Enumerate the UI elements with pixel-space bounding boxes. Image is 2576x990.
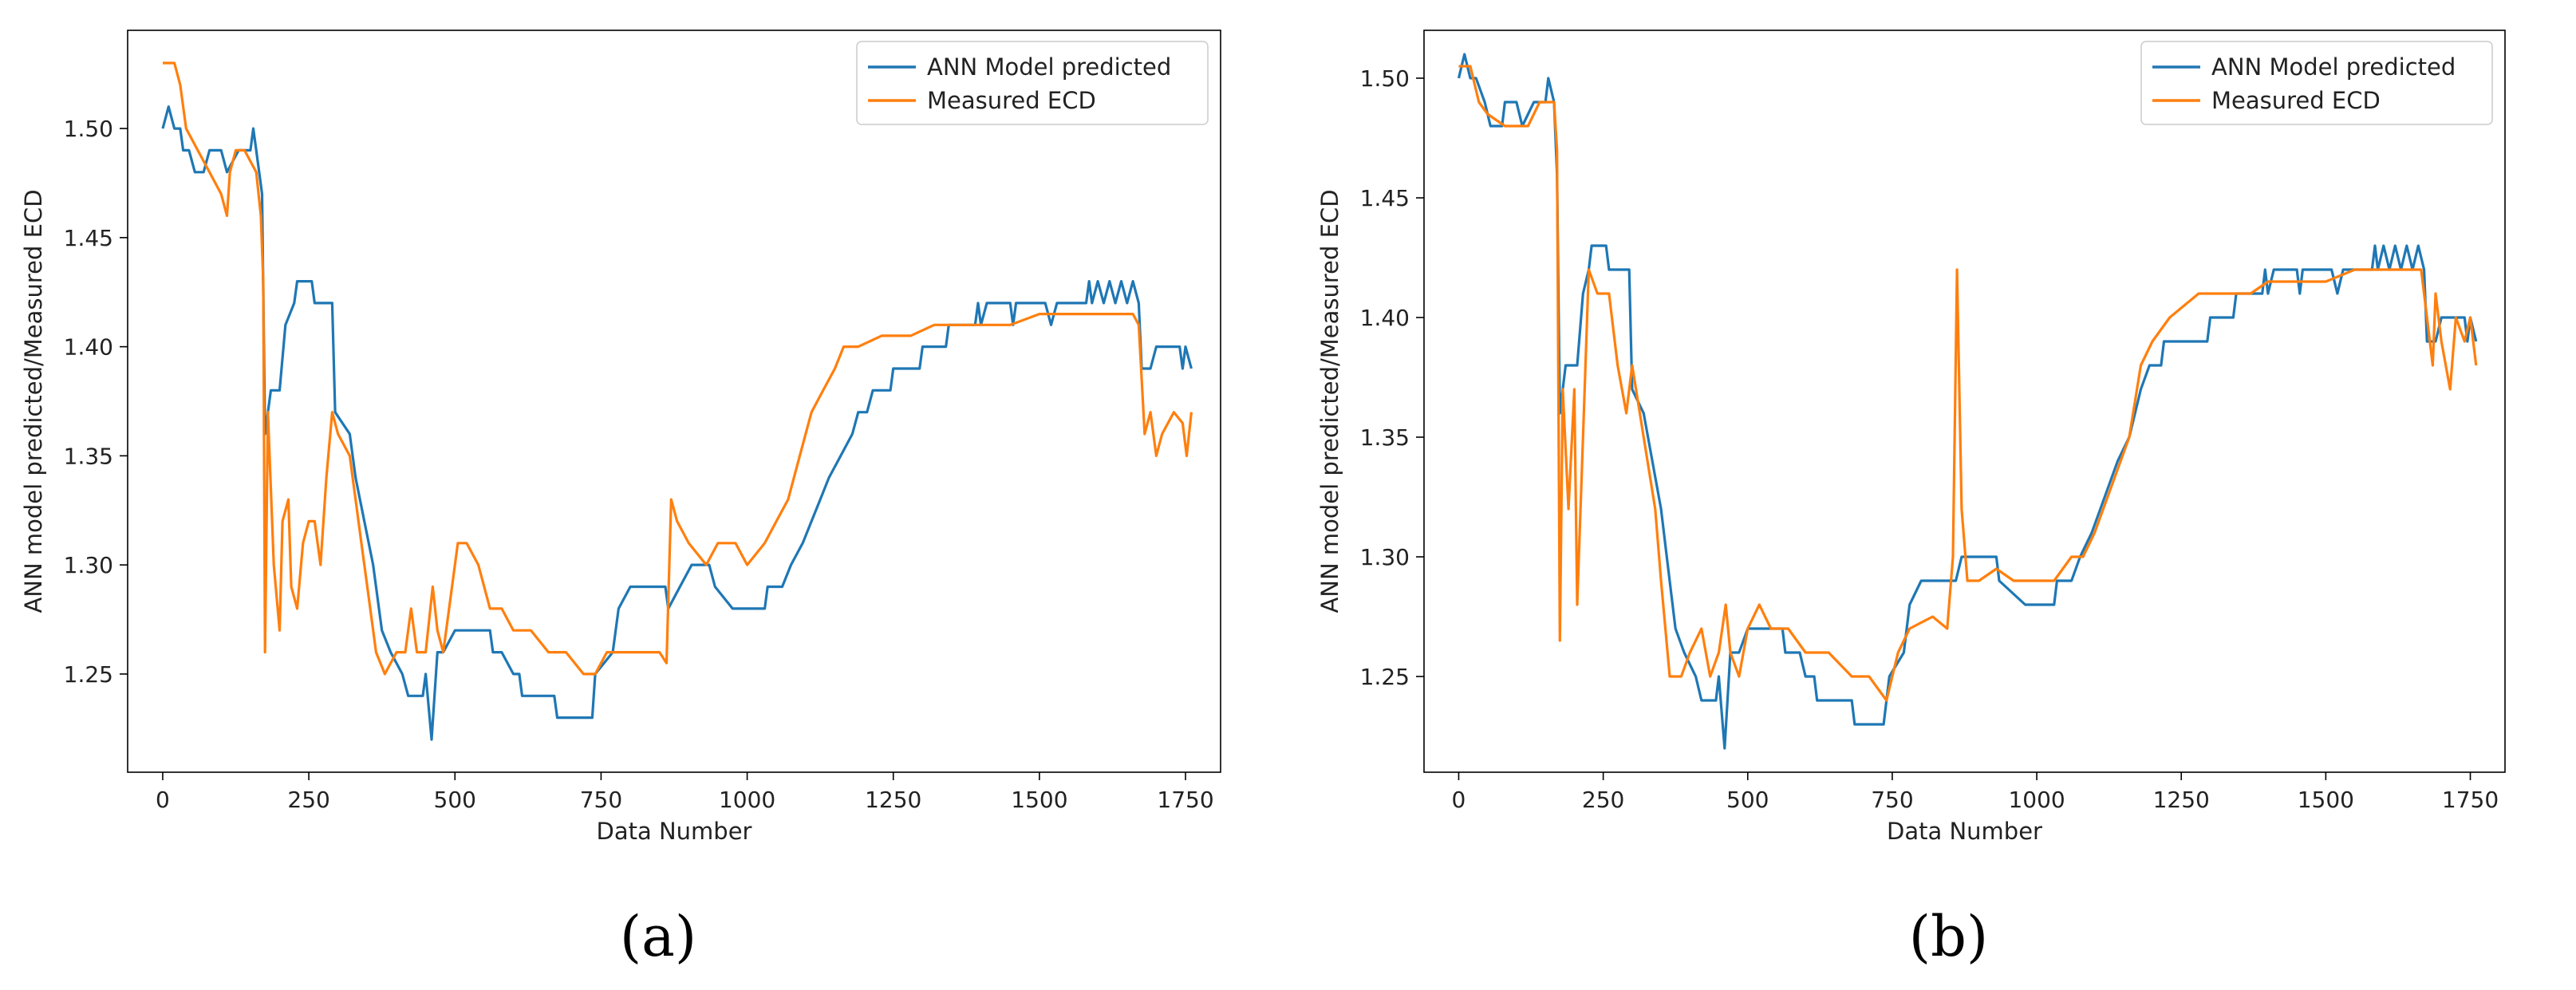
y-tick-label: 1.25 — [64, 661, 113, 688]
x-tick-label: 1000 — [719, 787, 775, 813]
x-tick-label: 500 — [434, 787, 476, 813]
legend: ANN Model predicted Measured ECD — [856, 41, 1209, 125]
x-tick-label: 1000 — [2008, 787, 2065, 813]
y-axis-label: ANN model predicted/Measured ECD — [1316, 189, 1343, 613]
legend: ANN Model predicted Measured ECD — [2140, 41, 2493, 125]
legend-box — [2140, 41, 2493, 125]
x-tick-label: 1750 — [1157, 787, 1213, 813]
x-tick-label: 250 — [287, 787, 329, 813]
series-line-measured — [163, 61, 1193, 676]
y-tick-label: 1.25 — [1360, 664, 1410, 690]
y-tick-label: 1.50 — [1360, 65, 1410, 92]
legend-label-predicted: ANN Model predicted — [2211, 53, 2456, 81]
x-tick-label: 1500 — [2298, 787, 2354, 813]
x-tick-label: 1250 — [865, 787, 921, 813]
legend-label-measured: Measured ECD — [2211, 87, 2381, 114]
legend-label-predicted: ANN Model predicted — [927, 53, 1171, 81]
x-tick-label: 250 — [1582, 787, 1624, 813]
plot-frame — [127, 30, 1221, 773]
series-line-predicted — [1457, 53, 2478, 750]
y-tick-label: 1.35 — [1360, 424, 1410, 451]
x-tick-label: 0 — [1452, 787, 1466, 813]
y-tick-label: 1.30 — [64, 552, 113, 578]
x-tick-label: 0 — [156, 787, 170, 813]
x-tick-label: 500 — [1726, 787, 1769, 813]
x-axis-label: Data Number — [597, 818, 752, 845]
y-tick-label: 1.50 — [64, 116, 113, 142]
chart-a-svg: 0 250 500 750 1000 1250 1500 1750 1.25 1.30 1.35 1.… — [20, 30, 1221, 969]
x-axis-label: Data Number — [1887, 818, 2042, 845]
panel-caption: (a) — [620, 904, 696, 969]
y-tick-label: 1.30 — [1360, 544, 1410, 570]
chart-panel-a: 0 250 500 750 1000 1250 1500 1750 1.25 1.30 1.35 1.… — [20, 30, 1221, 969]
plot-frame — [1423, 30, 2506, 773]
series-line-measured — [1458, 65, 2478, 702]
series-line-predicted — [161, 105, 1193, 741]
chart-panel-b: 0 250 500 750 1000 1250 1500 1750 1.25 1.30 1.35 1.… — [1288, 0, 2575, 990]
y-tick-label: 1.45 — [64, 225, 113, 251]
x-tick-label: 1500 — [1011, 787, 1067, 813]
y-tick-label: 1.45 — [1360, 185, 1410, 211]
y-tick-label: 1.35 — [64, 443, 113, 469]
legend-label-measured: Measured ECD — [927, 87, 1096, 114]
x-tick-label: 750 — [1871, 787, 1913, 813]
legend-box — [856, 41, 1209, 125]
y-tick-label: 1.40 — [1360, 305, 1410, 331]
x-tick-label: 750 — [580, 787, 622, 813]
x-tick-label: 1750 — [2442, 787, 2499, 813]
chart-b-svg: 0 250 500 750 1000 1250 1500 1750 1.25 1.30 1.35 1.… — [1316, 30, 2506, 969]
x-tick-label: 1250 — [2153, 787, 2210, 813]
y-axis-label: ANN model predicted/Measured ECD — [20, 189, 47, 613]
y-tick-label: 1.40 — [64, 334, 113, 361]
panel-caption: (b) — [1909, 904, 1988, 969]
